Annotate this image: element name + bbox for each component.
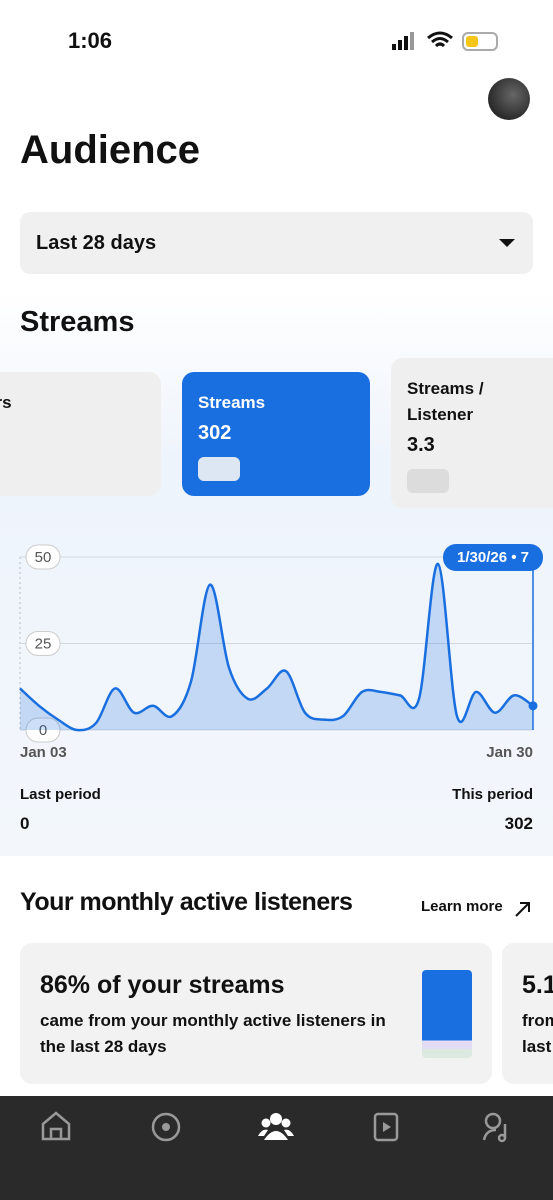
x-tick-label: Jan 03 — [20, 744, 67, 761]
metric-card[interactable]: Listeners 91 — [0, 372, 161, 496]
nav-content[interactable] — [373, 1112, 399, 1142]
dropdown-label: Last 28 days — [36, 232, 157, 254]
line — [19, 562, 534, 732]
last-period-label: Last period — [20, 786, 101, 803]
trend-pill — [407, 469, 449, 493]
metric-value: 302 — [198, 422, 232, 444]
period-dropdown[interactable]: Last 28 days — [20, 212, 533, 274]
status-icons — [392, 31, 498, 51]
insight-headline: 86% of your streams — [40, 971, 285, 999]
section-title: Streams — [20, 306, 135, 338]
section-title: Your monthly active listeners — [20, 888, 353, 916]
insight-card: 5.1 from last — [502, 943, 553, 1084]
external-arrow — [515, 902, 530, 917]
this-period-label: This period — [452, 786, 533, 803]
this-period-value: 302 — [504, 814, 533, 833]
learn-more-link[interactable]: Learn more — [421, 898, 503, 915]
metric-card-selected[interactable]: Streams 302 — [182, 372, 370, 496]
metric-card[interactable]: Streams / Listener 3.3 — [391, 358, 553, 508]
tooltip-label: 1/30/26 • 7 — [457, 549, 529, 566]
y-tick-pill — [25, 631, 61, 656]
insight-card: 86% of your streams came from your month… — [20, 943, 492, 1084]
avatar[interactable] — [488, 78, 530, 120]
trend-pill — [198, 457, 240, 481]
metric-value: 91 — [0, 422, 145, 445]
y-tick-label: 0 — [39, 722, 47, 739]
y-tick-label: 50 — [35, 549, 52, 566]
insight-body: came from your monthly active listeners … — [40, 1011, 386, 1056]
bottom-nav — [0, 1096, 553, 1200]
insight-headline: 5.1 — [522, 971, 553, 999]
insight-graphic — [422, 970, 472, 1058]
page-title: Audience — [20, 128, 201, 172]
status-time: 1:06 — [68, 28, 113, 53]
metric-label: Streams / Listener — [407, 379, 484, 424]
metric-label: Listeners — [0, 393, 12, 412]
nav-audience[interactable] — [258, 1113, 294, 1140]
y-tick-pill — [25, 717, 61, 743]
nav-profile[interactable] — [482, 1112, 507, 1143]
area — [20, 563, 533, 731]
metric-label: Streams — [198, 393, 266, 412]
y-tick-pill — [25, 544, 61, 570]
nav-explore[interactable] — [151, 1112, 181, 1142]
y-tick-label: 25 — [35, 635, 52, 652]
tooltip-pill — [443, 544, 543, 571]
metric-value: 3.3 — [407, 434, 435, 456]
insight-body: from last — [522, 1011, 553, 1056]
nav-home[interactable] — [41, 1111, 71, 1141]
dropdown-caret — [499, 239, 515, 247]
streams-chart: 0 25 50 1/30/26 • 7 Jan 03 Jan 30 — [19, 544, 543, 761]
point — [528, 701, 538, 711]
x-tick-label: Jan 30 — [486, 744, 533, 761]
last-period-value: 0 — [20, 814, 30, 833]
